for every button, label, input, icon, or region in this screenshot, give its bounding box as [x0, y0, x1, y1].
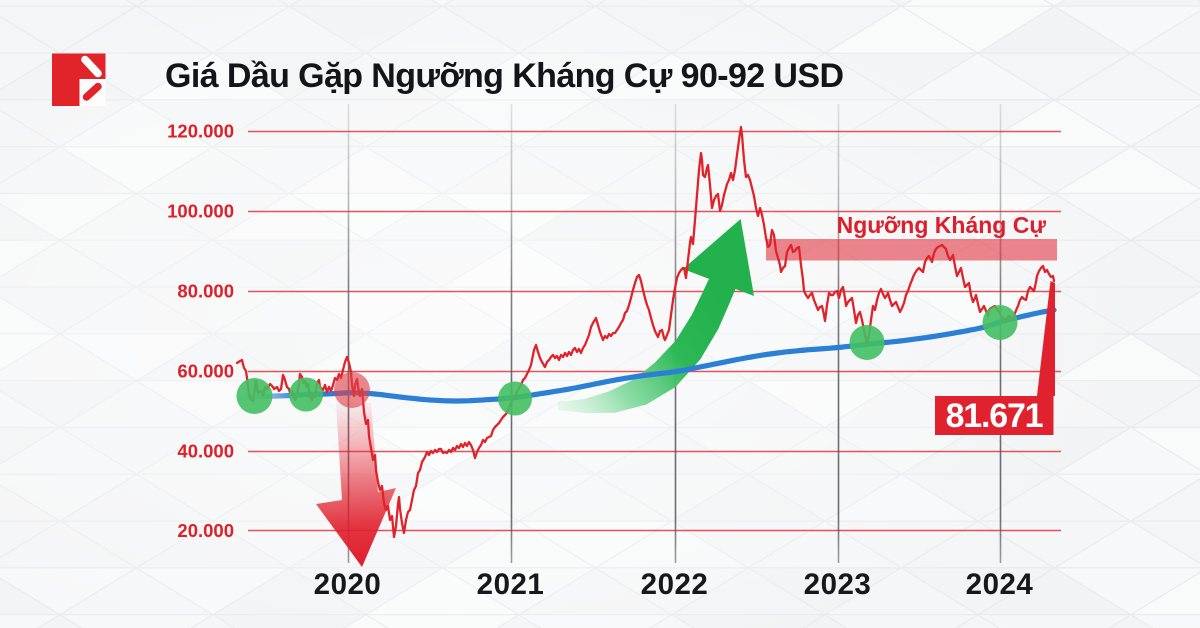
- svg-text:2021: 2021: [477, 568, 545, 601]
- svg-text:20.000: 20.000: [177, 520, 234, 541]
- svg-text:2020: 2020: [314, 568, 382, 601]
- svg-text:100.000: 100.000: [167, 201, 234, 222]
- svg-text:80.000: 80.000: [177, 281, 234, 302]
- svg-text:40.000: 40.000: [177, 441, 234, 462]
- svg-text:Giá Dầu Gặp Ngưỡng Kháng Cự 90: Giá Dầu Gặp Ngưỡng Kháng Cự 90-92 USD: [165, 57, 843, 95]
- svg-text:2022: 2022: [641, 568, 709, 601]
- svg-text:120.000: 120.000: [167, 121, 234, 142]
- svg-text:2023: 2023: [804, 568, 872, 601]
- svg-text:2024: 2024: [966, 568, 1034, 601]
- svg-text:60.000: 60.000: [177, 361, 234, 382]
- svg-text:81.671: 81.671: [946, 397, 1043, 435]
- svg-text:Ngưỡng Kháng Cự: Ngưỡng Kháng Cự: [837, 212, 1047, 238]
